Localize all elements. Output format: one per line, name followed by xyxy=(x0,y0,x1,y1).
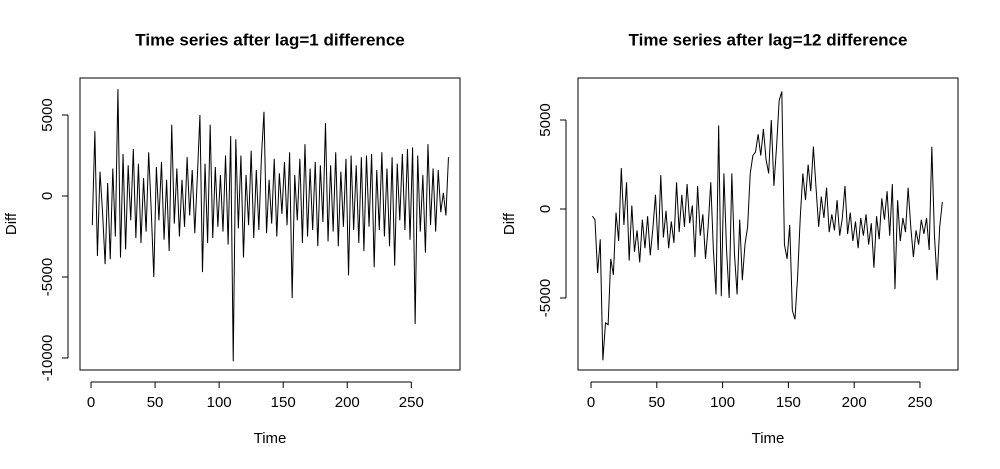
x-tick-label: 100 xyxy=(710,394,735,411)
x-tick-label: 250 xyxy=(907,394,932,411)
y-tick-label: -5000 xyxy=(537,279,554,317)
y-tick-label: 5000 xyxy=(39,98,56,131)
x-tick-label: 0 xyxy=(587,394,595,411)
plot-frame xyxy=(79,77,461,371)
x-axis-label: Time xyxy=(752,430,785,447)
plot-frame xyxy=(577,77,959,371)
y-axis-label: Diff xyxy=(501,212,518,235)
y-tick-label: 0 xyxy=(537,205,554,213)
y-axis-label: Diff xyxy=(3,212,20,235)
x-tick-label: 250 xyxy=(399,394,424,411)
y-tick-label: -5000 xyxy=(39,258,56,296)
x-tick-label: 150 xyxy=(271,394,296,411)
x-tick-label: 0 xyxy=(87,394,95,411)
x-axis-label: Time xyxy=(254,430,287,447)
data-line xyxy=(91,89,449,362)
x-tick-label: 200 xyxy=(842,394,867,411)
data-line xyxy=(591,91,943,361)
chart-title: Time series after lag=1 difference xyxy=(135,30,404,49)
chart-title: Time series after lag=12 difference xyxy=(629,30,908,49)
y-tick-label: 0 xyxy=(39,192,56,200)
x-tick-label: 200 xyxy=(335,394,360,411)
y-tick-label: 5000 xyxy=(537,103,554,136)
x-tick-label: 100 xyxy=(207,394,232,411)
x-tick-label: 50 xyxy=(648,394,665,411)
x-tick-label: 50 xyxy=(147,394,164,411)
x-tick-label: 150 xyxy=(776,394,801,411)
y-tick-label: -10000 xyxy=(39,335,56,382)
